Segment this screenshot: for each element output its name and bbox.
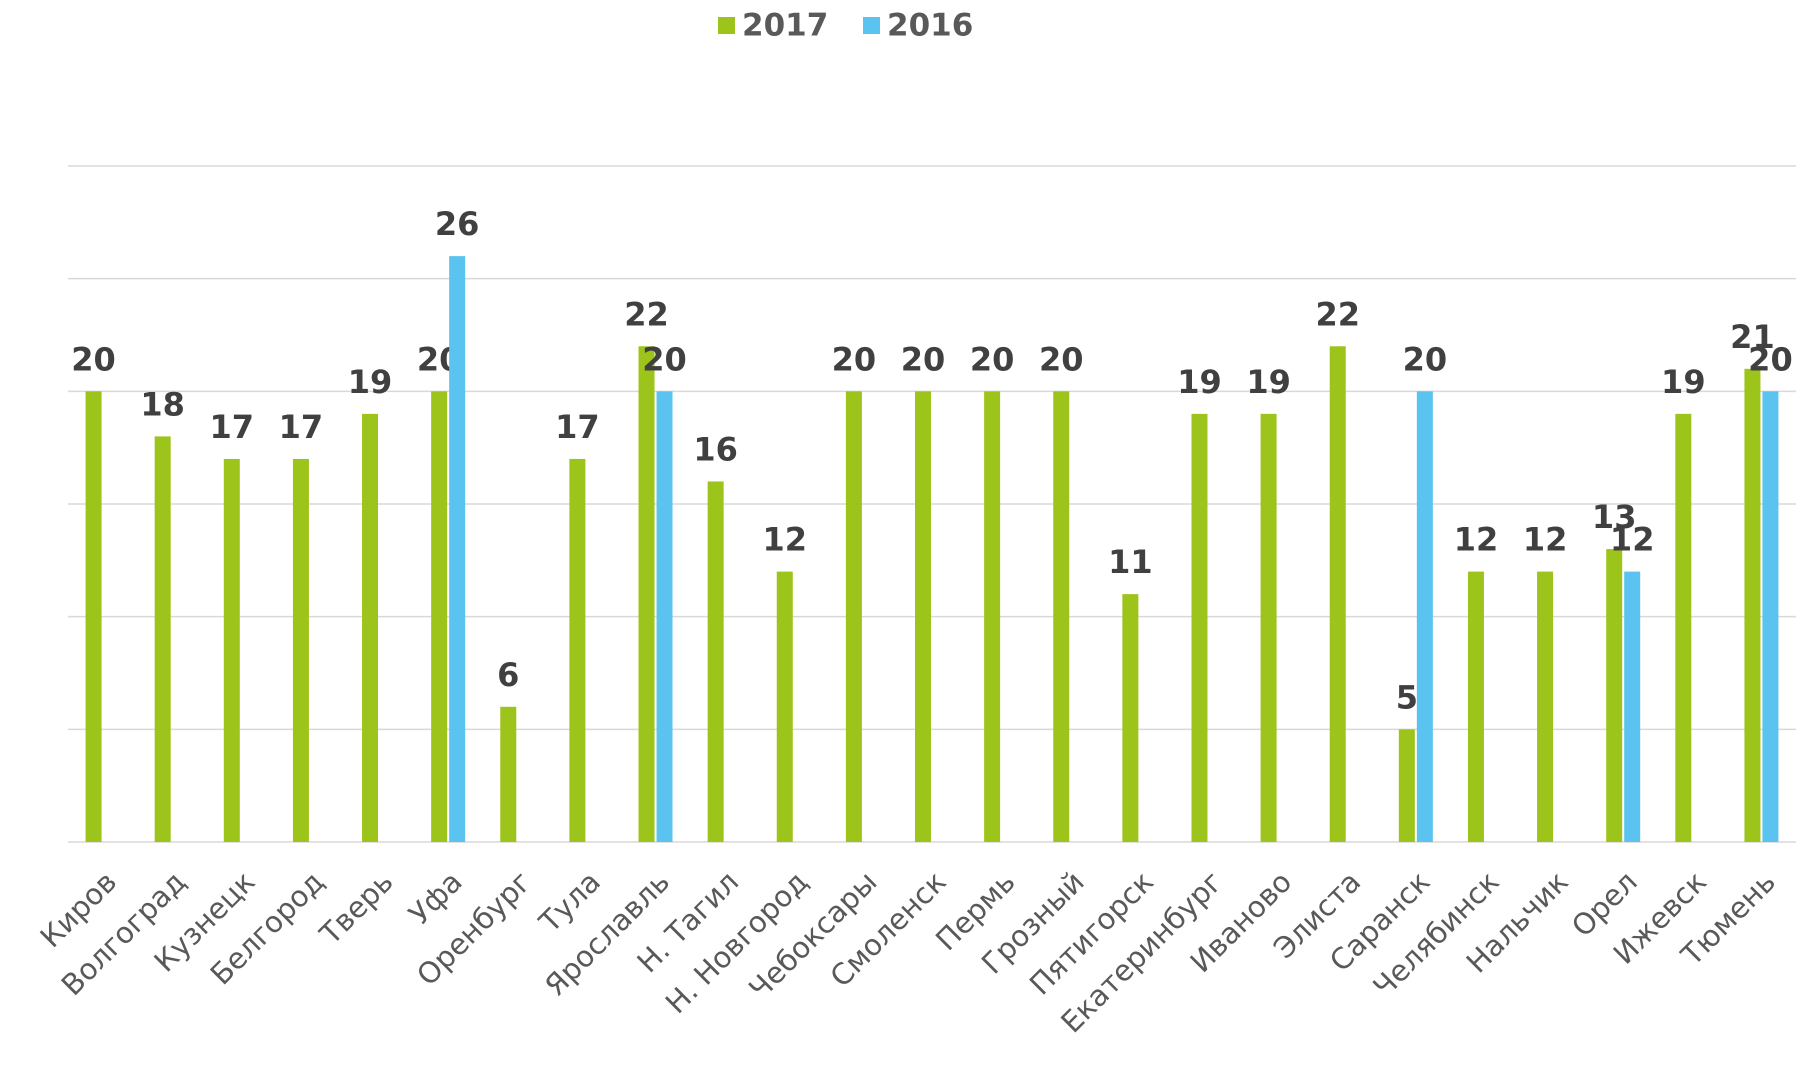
bar — [1762, 391, 1779, 842]
data-label: 19 — [1177, 363, 1222, 401]
data-label: 12 — [1454, 521, 1499, 559]
data-label: 20 — [970, 340, 1015, 378]
bar — [85, 391, 102, 842]
bar — [223, 458, 240, 842]
data-label: 20 — [1748, 340, 1793, 378]
bar — [1624, 571, 1641, 842]
data-label: 19 — [1661, 363, 1706, 401]
data-label: 17 — [210, 408, 255, 446]
bar — [915, 391, 931, 842]
data-label: 26 — [435, 205, 480, 243]
bar — [431, 391, 448, 842]
data-label: 5 — [1396, 678, 1418, 716]
data-label: 12 — [1610, 521, 1655, 559]
data-label: 20 — [642, 340, 687, 378]
legend-label: 2017 — [742, 8, 828, 44]
data-label: 20 — [1039, 340, 1084, 378]
bar — [1191, 413, 1208, 842]
bar — [1467, 571, 1484, 842]
bar — [707, 481, 724, 842]
bar — [638, 346, 655, 842]
bar — [362, 413, 379, 842]
bar — [1122, 594, 1139, 842]
data-label: 17 — [279, 408, 324, 446]
bar — [1053, 391, 1070, 842]
legend-swatch — [863, 17, 880, 34]
data-label: 16 — [693, 430, 738, 468]
bar — [1260, 413, 1277, 842]
data-label: 13 — [1592, 498, 1637, 536]
bar — [1398, 729, 1415, 842]
data-label: 20 — [832, 340, 877, 378]
data-label: 12 — [1523, 521, 1568, 559]
bar — [1537, 571, 1554, 842]
bar — [776, 571, 793, 842]
data-label: 6 — [497, 656, 519, 694]
bar — [984, 391, 1001, 842]
bar — [154, 436, 171, 842]
bar — [500, 706, 517, 842]
data-label: 20 — [901, 340, 946, 378]
data-label: 19 — [1246, 363, 1291, 401]
data-label: 11 — [1108, 543, 1153, 581]
bar — [1416, 391, 1433, 842]
bar — [656, 391, 673, 842]
bar — [569, 458, 586, 842]
data-label: 20 — [1403, 340, 1448, 378]
bar — [1675, 413, 1692, 842]
legend-swatch — [718, 17, 735, 34]
data-label: 20 — [71, 340, 116, 378]
data-label: 18 — [140, 385, 185, 423]
bar — [449, 256, 466, 843]
data-label: 19 — [348, 363, 393, 401]
x-tick-label: Тверь — [313, 865, 400, 952]
data-label: 22 — [624, 295, 669, 333]
bar — [292, 458, 309, 842]
data-label: 21 — [1730, 318, 1775, 356]
bar — [845, 391, 862, 842]
bar — [1606, 549, 1623, 842]
data-label: 22 — [1315, 295, 1360, 333]
bar — [1744, 368, 1761, 842]
bar — [1329, 346, 1346, 842]
data-label: 17 — [555, 408, 600, 446]
data-label: 12 — [762, 521, 807, 559]
legend-label: 2016 — [887, 8, 973, 44]
